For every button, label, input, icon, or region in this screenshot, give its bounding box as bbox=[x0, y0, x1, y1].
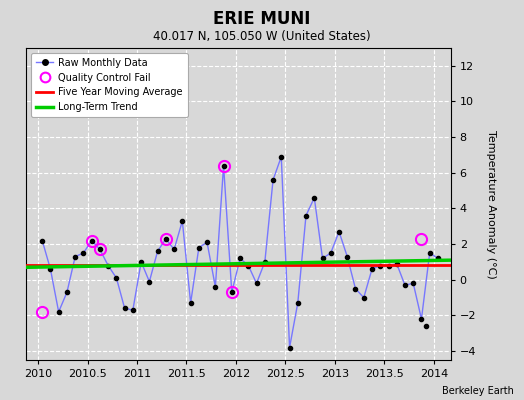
Y-axis label: Temperature Anomaly (°C): Temperature Anomaly (°C) bbox=[486, 130, 496, 278]
Legend: Raw Monthly Data, Quality Control Fail, Five Year Moving Average, Long-Term Tren: Raw Monthly Data, Quality Control Fail, … bbox=[31, 53, 188, 117]
Text: Berkeley Earth: Berkeley Earth bbox=[442, 386, 514, 396]
Text: 40.017 N, 105.050 W (United States): 40.017 N, 105.050 W (United States) bbox=[153, 30, 371, 43]
Text: ERIE MUNI: ERIE MUNI bbox=[213, 10, 311, 28]
